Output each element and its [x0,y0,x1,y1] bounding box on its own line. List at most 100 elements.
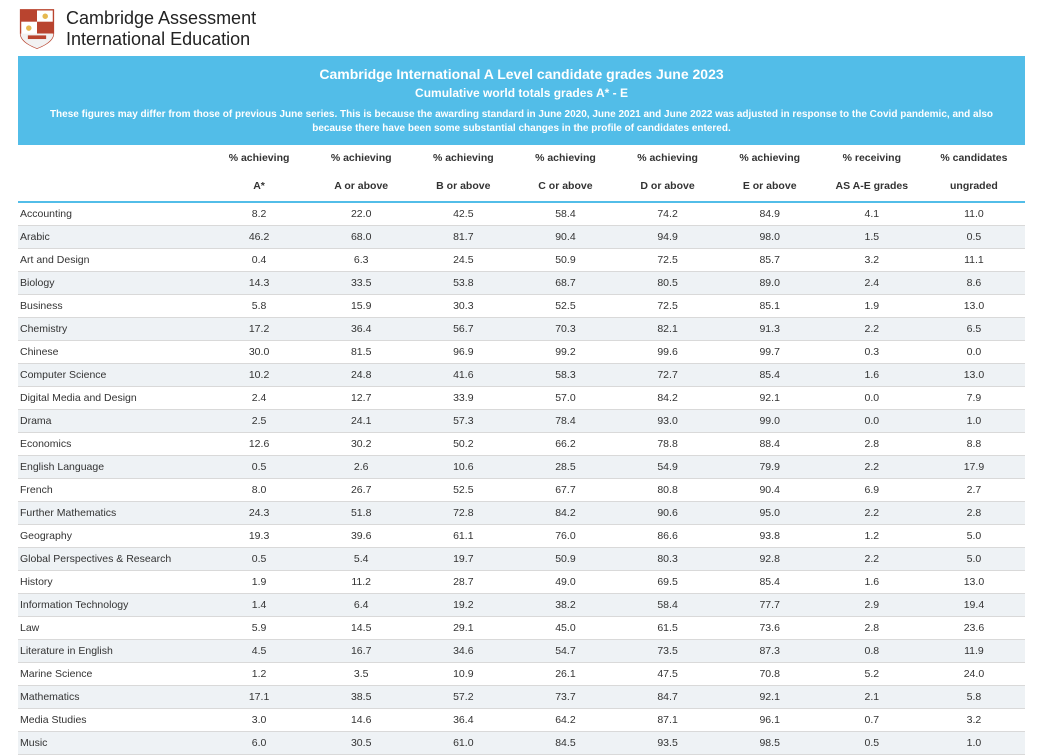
value-cell: 13.0 [923,570,1025,593]
table-row: Media Studies3.014.636.464.287.196.10.73… [18,708,1025,731]
value-cell: 73.6 [719,616,821,639]
value-cell: 90.4 [514,225,616,248]
value-cell: 91.3 [719,317,821,340]
value-cell: 93.5 [617,731,719,754]
subject-cell: English Language [18,455,208,478]
value-cell: 77.7 [719,593,821,616]
value-cell: 52.5 [514,294,616,317]
table-row: Global Perspectives & Research0.55.419.7… [18,547,1025,570]
subject-cell: Chemistry [18,317,208,340]
table-row: Accounting8.222.042.558.474.284.94.111.0 [18,202,1025,226]
value-cell: 11.1 [923,248,1025,271]
value-cell: 30.5 [310,731,412,754]
value-cell: 0.5 [208,455,310,478]
value-cell: 4.1 [821,202,923,226]
value-cell: 10.2 [208,363,310,386]
value-cell: 26.1 [514,662,616,685]
value-cell: 0.5 [821,731,923,754]
value-cell: 24.3 [208,501,310,524]
table-row: Further Mathematics24.351.872.884.290.69… [18,501,1025,524]
subject-cell: Arabic [18,225,208,248]
col-header-top: % receiving [821,145,923,173]
subject-cell: Biology [18,271,208,294]
value-cell: 6.5 [923,317,1025,340]
table-row: Business5.815.930.352.572.585.11.913.0 [18,294,1025,317]
subject-cell: Computer Science [18,363,208,386]
value-cell: 74.2 [617,202,719,226]
col-header-bottom: D or above [617,173,719,202]
value-cell: 1.2 [821,524,923,547]
col-header-bottom: ungraded [923,173,1025,202]
value-cell: 24.0 [923,662,1025,685]
value-cell: 28.7 [412,570,514,593]
value-cell: 70.3 [514,317,616,340]
value-cell: 33.9 [412,386,514,409]
value-cell: 96.9 [412,340,514,363]
value-cell: 11.2 [310,570,412,593]
value-cell: 47.5 [617,662,719,685]
value-cell: 58.4 [514,202,616,226]
value-cell: 19.7 [412,547,514,570]
value-cell: 38.2 [514,593,616,616]
value-cell: 2.2 [821,317,923,340]
value-cell: 13.0 [923,294,1025,317]
value-cell: 61.0 [412,731,514,754]
value-cell: 10.6 [412,455,514,478]
value-cell: 7.9 [923,386,1025,409]
value-cell: 85.4 [719,570,821,593]
value-cell: 2.4 [208,386,310,409]
table-row: Mathematics17.138.557.273.784.792.12.15.… [18,685,1025,708]
value-cell: 5.2 [821,662,923,685]
value-cell: 2.6 [310,455,412,478]
value-cell: 78.4 [514,409,616,432]
value-cell: 81.7 [412,225,514,248]
value-cell: 2.8 [923,501,1025,524]
value-cell: 17.2 [208,317,310,340]
value-cell: 57.0 [514,386,616,409]
value-cell: 73.5 [617,639,719,662]
value-cell: 99.2 [514,340,616,363]
subject-cell: Accounting [18,202,208,226]
value-cell: 84.7 [617,685,719,708]
table-row: Music6.030.561.084.593.598.50.51.0 [18,731,1025,754]
subject-cell: Information Technology [18,593,208,616]
col-header-bottom: C or above [514,173,616,202]
value-cell: 93.0 [617,409,719,432]
value-cell: 67.7 [514,478,616,501]
value-cell: 22.0 [310,202,412,226]
table-header: % achieving% achieving% achieving% achie… [18,145,1025,202]
value-cell: 2.2 [821,547,923,570]
value-cell: 46.2 [208,225,310,248]
value-cell: 1.4 [208,593,310,616]
value-cell: 28.5 [514,455,616,478]
table-row: Art and Design0.46.324.550.972.585.73.21… [18,248,1025,271]
table-row: Law5.914.529.145.061.573.62.823.6 [18,616,1025,639]
value-cell: 19.2 [412,593,514,616]
value-cell: 78.8 [617,432,719,455]
org-shield-icon [18,8,56,50]
subject-cell: Further Mathematics [18,501,208,524]
table-row: Literature in English4.516.734.654.773.5… [18,639,1025,662]
value-cell: 66.2 [514,432,616,455]
value-cell: 51.8 [310,501,412,524]
value-cell: 3.2 [821,248,923,271]
value-cell: 69.5 [617,570,719,593]
value-cell: 2.2 [821,455,923,478]
value-cell: 1.0 [923,409,1025,432]
value-cell: 12.6 [208,432,310,455]
value-cell: 30.2 [310,432,412,455]
value-cell: 53.8 [412,271,514,294]
value-cell: 1.9 [821,294,923,317]
value-cell: 41.6 [412,363,514,386]
subject-cell: Global Perspectives & Research [18,547,208,570]
value-cell: 29.1 [412,616,514,639]
value-cell: 36.4 [412,708,514,731]
value-cell: 50.9 [514,547,616,570]
value-cell: 17.1 [208,685,310,708]
value-cell: 72.5 [617,248,719,271]
value-cell: 23.6 [923,616,1025,639]
title-banner: Cambridge International A Level candidat… [18,56,1025,145]
value-cell: 99.6 [617,340,719,363]
col-header-top: % achieving [310,145,412,173]
subject-cell: Law [18,616,208,639]
